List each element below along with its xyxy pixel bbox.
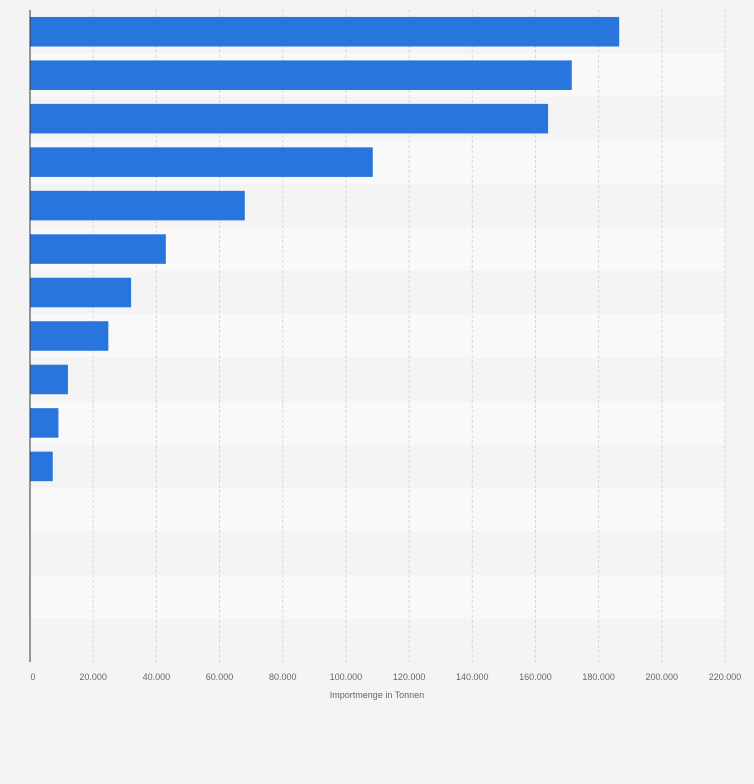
x-tick-label: 200.000 [646, 672, 679, 682]
row-band [30, 314, 725, 358]
bar [30, 277, 132, 308]
row-band [30, 357, 725, 402]
bars [30, 16, 620, 482]
x-tick-label: 60.000 [206, 672, 234, 682]
x-tick-label: 220.000 [709, 672, 742, 682]
bar [30, 103, 549, 134]
x-tick-labels: 0 20.000 40.000 60.000 80.000 100.000 120.000 1… [30, 672, 741, 682]
row-band [30, 575, 725, 619]
bar [30, 147, 373, 177]
bar [30, 234, 166, 264]
x-axis-label: Importmenge in Tonnen [330, 690, 424, 700]
bar [30, 16, 620, 47]
row-band [30, 444, 725, 489]
bar [30, 451, 53, 482]
bar [30, 60, 572, 90]
x-tick-label: 80.000 [269, 672, 297, 682]
x-tick-label: 0 [30, 672, 35, 682]
row-band [30, 270, 725, 315]
x-tick-label: 120.000 [393, 672, 426, 682]
bar [30, 364, 68, 395]
x-tick-label: 20.000 [79, 672, 107, 682]
x-tick-label: 180.000 [582, 672, 615, 682]
x-tick-label: 140.000 [456, 672, 489, 682]
row-band [30, 531, 725, 576]
x-tick-label: 100.000 [330, 672, 363, 682]
row-band [30, 618, 725, 662]
row-band [30, 401, 725, 445]
bar [30, 190, 245, 221]
x-tick-label: 160.000 [519, 672, 552, 682]
bar [30, 321, 109, 351]
row-band [30, 488, 725, 532]
bar [30, 408, 59, 438]
x-tick-label: 40.000 [143, 672, 171, 682]
